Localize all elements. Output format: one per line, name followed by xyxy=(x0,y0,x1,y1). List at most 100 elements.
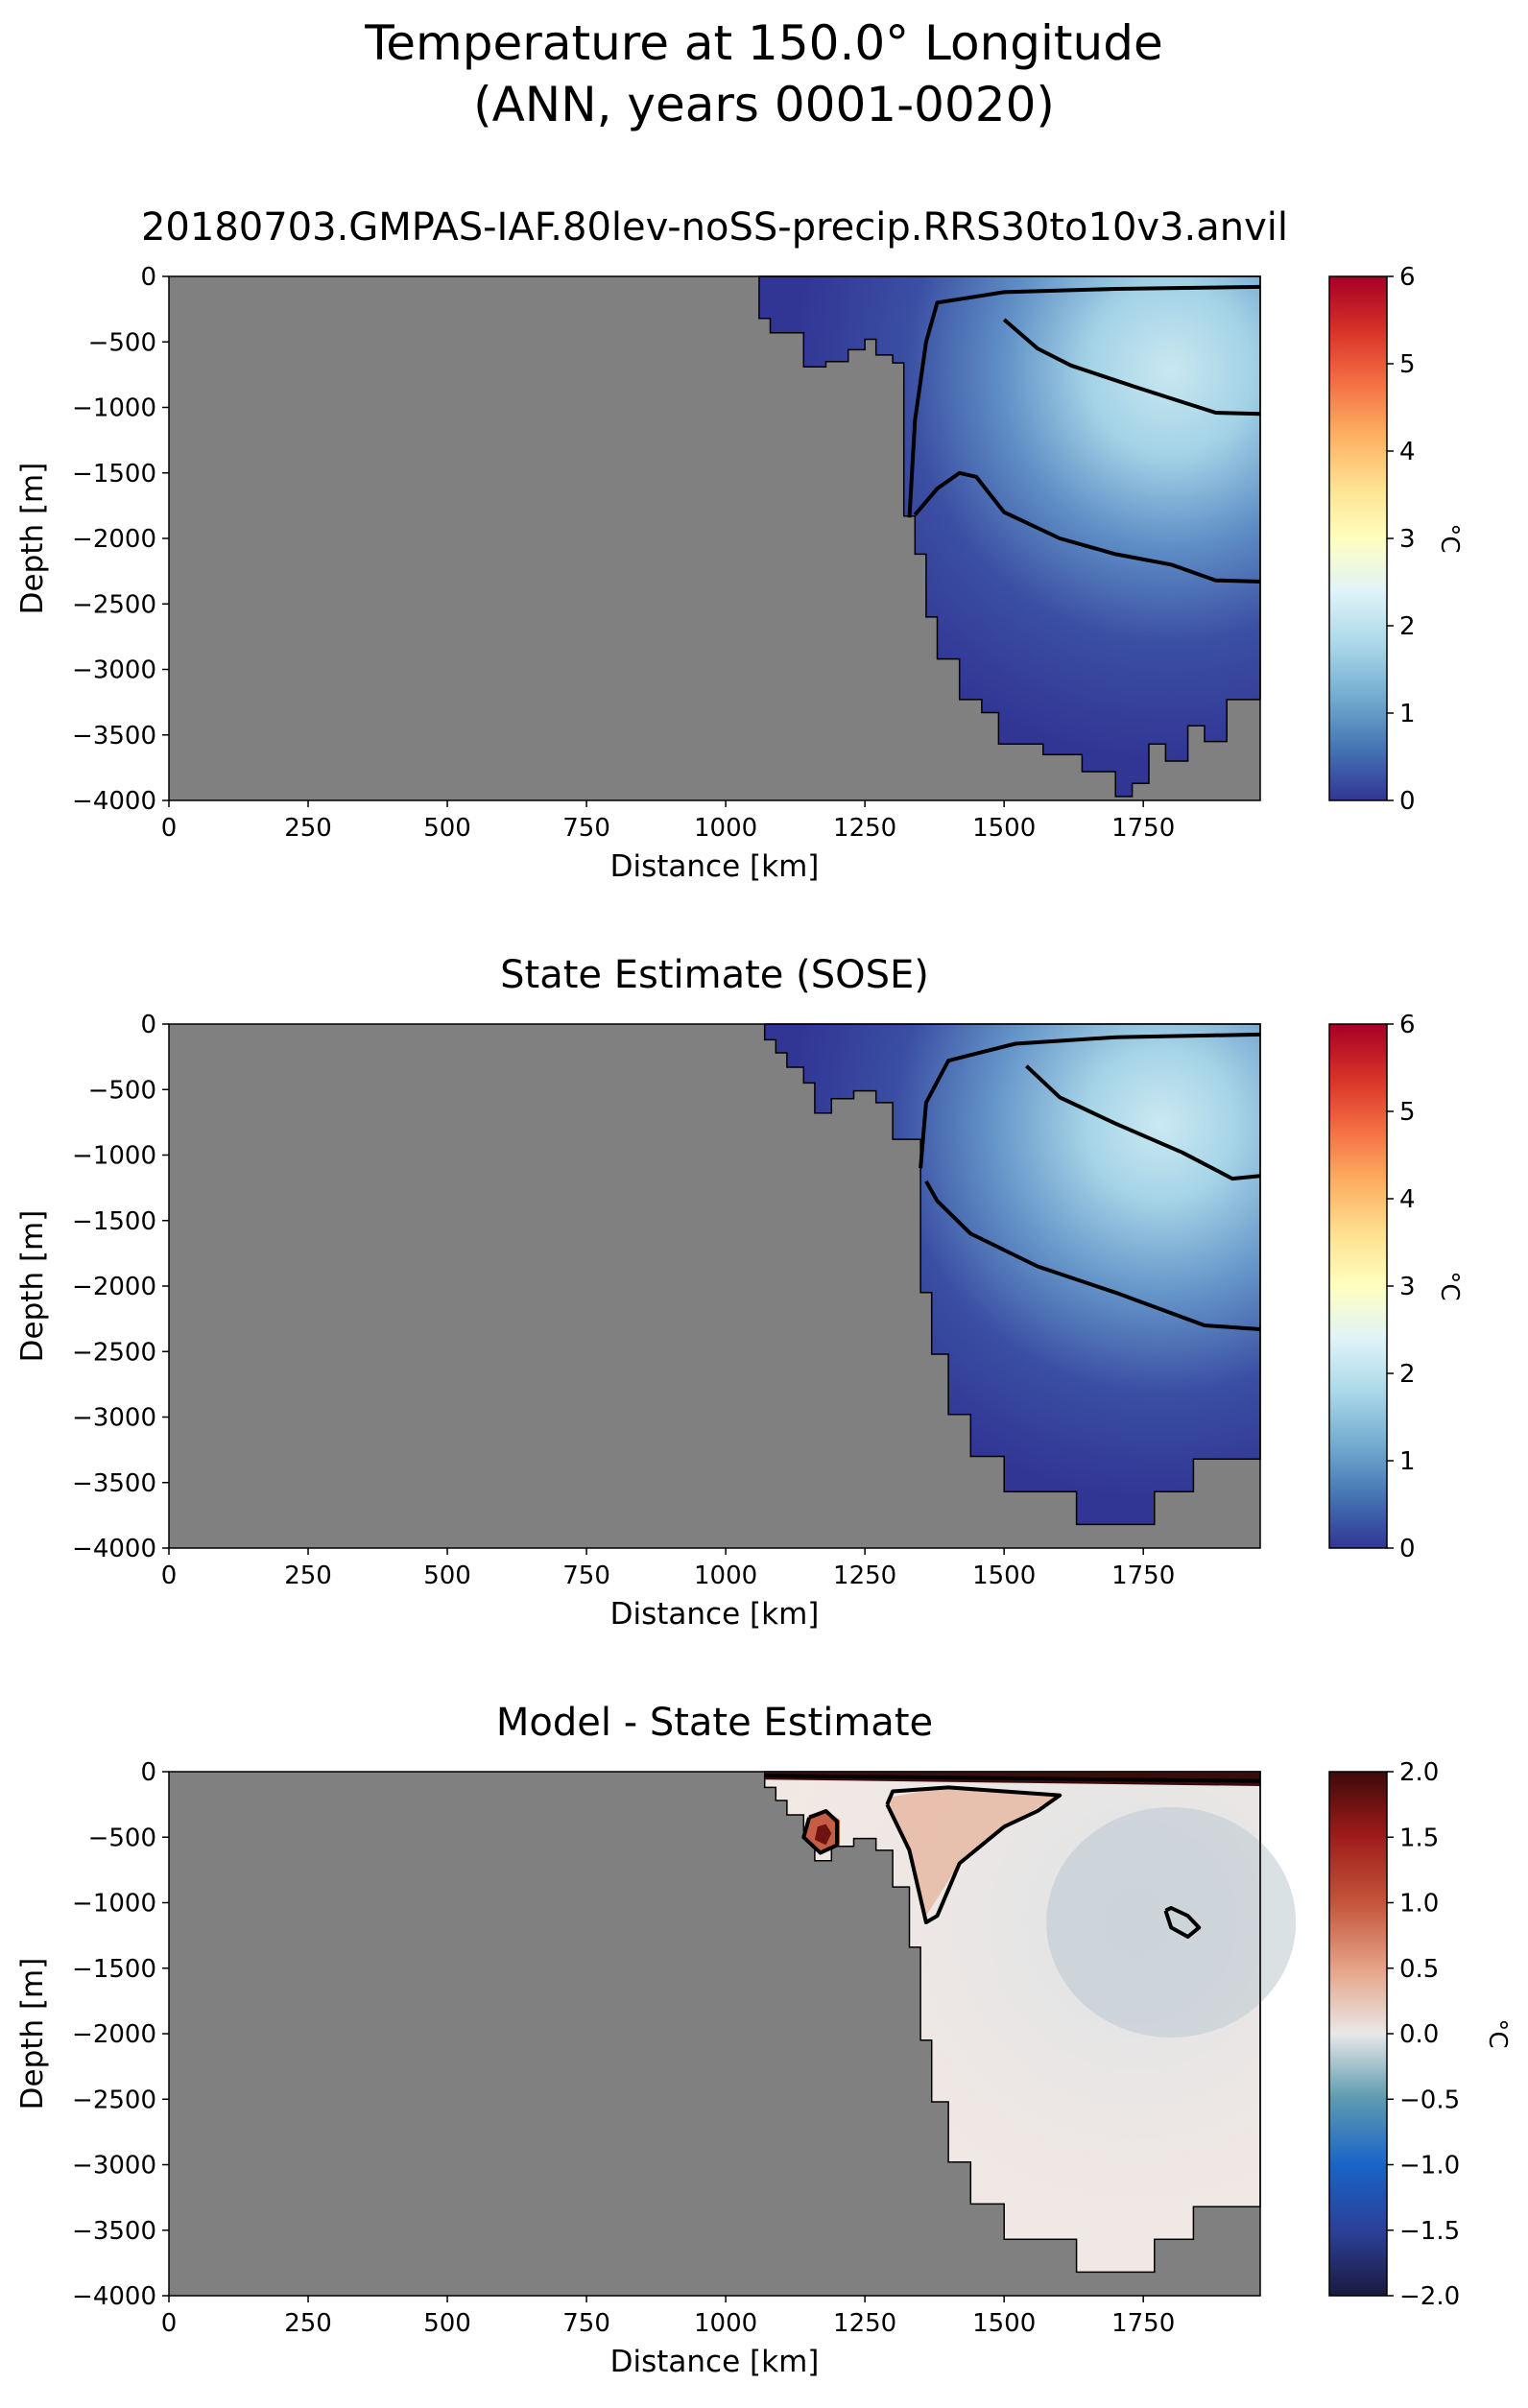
y-tick-label: 0 xyxy=(140,1758,156,1787)
contour-line xyxy=(1025,1064,1261,1181)
colorbar-tick-label: 6 xyxy=(1399,1011,1416,1039)
colorbar-tick-label: 0.0 xyxy=(1399,2020,1439,2049)
contour-line xyxy=(907,284,1261,518)
y-tick-label: −2500 xyxy=(72,2086,156,2114)
colorbar-tick-label: −0.5 xyxy=(1399,2086,1460,2114)
colorbar-tick-label: 5 xyxy=(1399,350,1416,379)
y-axis-label: Depth [m] xyxy=(15,1958,50,2110)
contour-line xyxy=(1002,318,1261,417)
panel-2: State Estimate (SOSE) 0 250 5 0 0 750 1000 1250 1… xyxy=(15,953,1464,1632)
colorbar xyxy=(1328,275,1388,801)
y-tick-label: 0 xyxy=(140,1011,156,1039)
colorbar-label: °C xyxy=(1435,1271,1464,1300)
y-tick-label: −2000 xyxy=(72,2020,156,2049)
x-tick-label: 0 xyxy=(161,1562,178,1590)
x-tick-label: 750 xyxy=(562,814,610,843)
y-tick-label: −500 xyxy=(88,1076,156,1105)
colorbar-tick-label: 4 xyxy=(1399,438,1416,466)
colorbar xyxy=(1328,1771,1388,2297)
colorbar xyxy=(1328,1023,1388,1549)
x-tick-label: 1500 xyxy=(972,814,1036,843)
y-tick-label: −1000 xyxy=(72,394,156,423)
x-tick-label: 250 xyxy=(284,1562,332,1590)
colorbar-tick-label: 1 xyxy=(1399,700,1416,728)
y-tick-label: −2500 xyxy=(72,590,156,619)
x-tick-label: 750 xyxy=(562,2309,610,2338)
panel-3: Model - State Estimate 0 250 500 750 1000 1250… xyxy=(15,1701,1512,2379)
x-tick-label: 1750 xyxy=(1111,814,1175,843)
y-tick-label: −3000 xyxy=(72,2152,156,2181)
x-tick-label: 1000 xyxy=(694,1562,757,1590)
y-tick-label: −3500 xyxy=(72,722,156,751)
contour-line xyxy=(924,1180,1261,1331)
panel-title: 20180703.GMPAS-IAF.80lev-noSS-precip.RRS… xyxy=(141,205,1288,250)
x-axis-label: Distance [km] xyxy=(610,849,820,884)
contour-line xyxy=(885,1785,1062,1924)
x-tick-label: 500 xyxy=(423,2309,471,2338)
x-tick-label: 0 xyxy=(161,2309,178,2338)
x-axis-label: Distance [km] xyxy=(610,1597,820,1632)
ocean-field xyxy=(763,1023,1261,1526)
colorbar-tick-label: −2.0 xyxy=(1399,2282,1460,2311)
contour-line xyxy=(801,1809,840,1855)
colorbar-tick-label: −1.5 xyxy=(1399,2217,1460,2246)
x-tick-label: 0 xyxy=(161,814,178,843)
figure-subtitle: (ANN, years 0001-0020) xyxy=(473,77,1055,132)
x-tick-label: 1750 xyxy=(1111,1562,1175,1590)
y-tick-label: −3000 xyxy=(72,1404,156,1433)
y-tick-label: −2000 xyxy=(72,1273,156,1301)
y-tick-label: −4000 xyxy=(72,787,156,816)
y-tick-label: −4000 xyxy=(72,1535,156,1563)
colorbar-tick-label: 5 xyxy=(1399,1098,1416,1127)
x-tick-label: 750 xyxy=(562,1562,610,1590)
ocean-field xyxy=(758,275,1261,798)
x-tick-label: 1000 xyxy=(694,2309,757,2338)
figure-title: Temperature at 150.0° Longitude xyxy=(364,15,1162,71)
colorbar-tick-label: 1.0 xyxy=(1399,1890,1439,1919)
y-tick-label: −500 xyxy=(88,328,156,357)
x-tick-label: 1250 xyxy=(833,1562,896,1590)
x-tick-label: 1500 xyxy=(972,2309,1036,2338)
colorbar-tick-label: 0 xyxy=(1399,787,1416,816)
y-tick-label: −3500 xyxy=(72,2217,156,2246)
contour-line xyxy=(764,1774,1261,1783)
x-tick-label: 1750 xyxy=(1111,2309,1175,2338)
y-tick-label: −500 xyxy=(88,1824,156,1852)
contour-line xyxy=(913,470,1261,584)
y-tick-label: −1000 xyxy=(72,1890,156,1919)
contour-line xyxy=(919,1032,1261,1169)
colorbar-label: °C xyxy=(1483,2018,1512,2048)
colorbar-tick-label: 1.5 xyxy=(1399,1824,1439,1852)
colorbar-label: °C xyxy=(1435,523,1464,553)
colorbar-tick-label: 2.0 xyxy=(1399,1758,1439,1787)
x-tick-label: 1500 xyxy=(972,1562,1036,1590)
x-tick-label: 500 xyxy=(423,814,471,843)
y-tick-label: −3000 xyxy=(72,656,156,685)
y-tick-label: −1500 xyxy=(72,1207,156,1236)
x-tick-label: 250 xyxy=(284,2309,332,2338)
x-tick-label: 250 xyxy=(284,814,332,843)
y-tick-label: 0 xyxy=(140,263,156,292)
panel-title: Model - State Estimate xyxy=(496,1701,933,1745)
colorbar-tick-label: −1.0 xyxy=(1399,2152,1460,2181)
colorbar-tick-label: 3 xyxy=(1399,1273,1416,1301)
colorbar-tick-label: 0 xyxy=(1399,1535,1416,1563)
y-axis-label: Depth [m] xyxy=(15,1210,50,1363)
x-axis-label: Distance [km] xyxy=(610,2345,820,2379)
colorbar-tick-label: 1 xyxy=(1399,1447,1416,1476)
contour-line xyxy=(1163,1906,1202,1939)
colorbar-tick-label: 2 xyxy=(1399,612,1416,641)
y-tick-label: −4000 xyxy=(72,2282,156,2311)
panel-1: 20180703.GMPAS-IAF.80lev-noSS-precip.RRS… xyxy=(15,205,1464,884)
colorbar-tick-label: 0.5 xyxy=(1399,1955,1439,1984)
y-axis-label: Depth [m] xyxy=(15,463,50,615)
colorbar-tick-label: 2 xyxy=(1399,1360,1416,1389)
panel-title: State Estimate (SOSE) xyxy=(500,953,929,997)
y-tick-label: −1500 xyxy=(72,460,156,489)
x-tick-label: 1250 xyxy=(833,2309,896,2338)
y-tick-label: −2500 xyxy=(72,1338,156,1367)
colorbar-tick-label: 4 xyxy=(1399,1185,1416,1214)
y-tick-label: −3500 xyxy=(72,1469,156,1498)
y-tick-label: −2000 xyxy=(72,525,156,554)
